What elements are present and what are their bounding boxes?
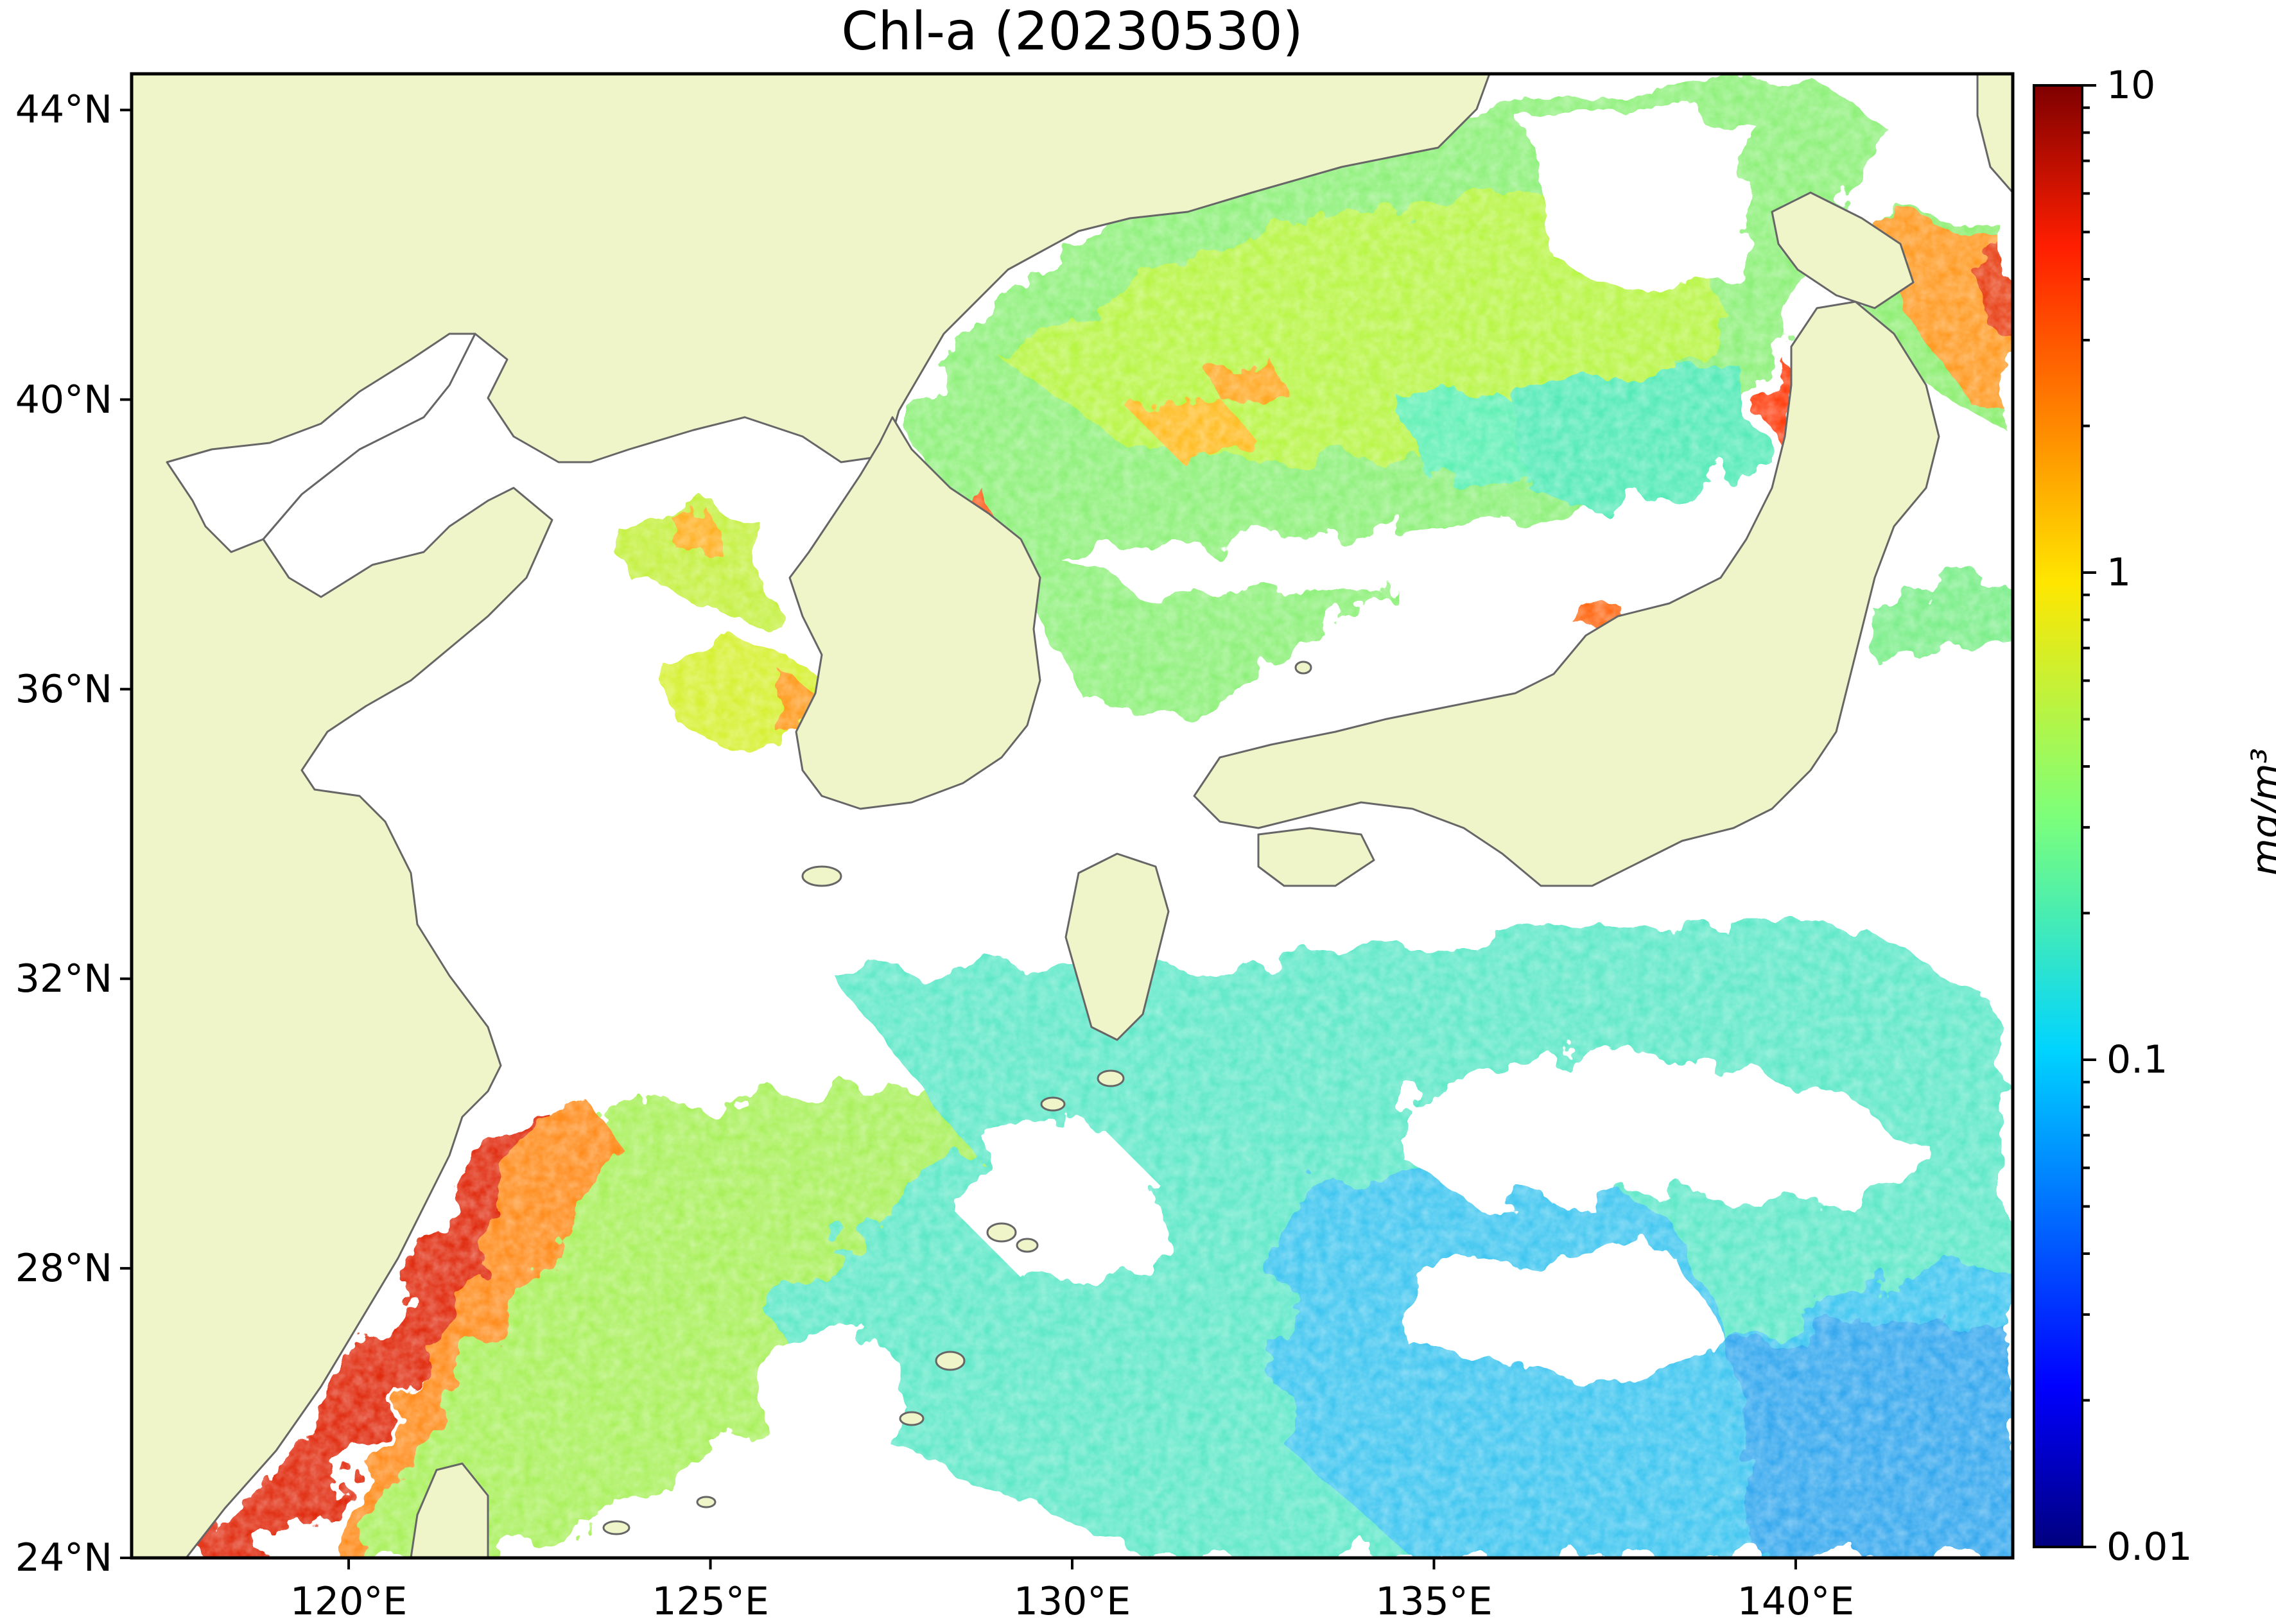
colorbar-tick-label: 0.1 [2107,1037,2168,1082]
lon-tick-label: 120°E [290,1579,408,1624]
taiwan-land [410,1462,489,1558]
colorbar-tick-label: 10 [2107,63,2156,108]
lat-tick-label: 32°N [15,956,112,1001]
sakhalin-land [1976,74,2013,194]
lat-tick-label: 36°N [15,666,112,712]
ulleung-island [1294,661,1312,675]
lat-tick-label: 40°N [15,377,112,422]
colorbar-tick-label: 0.01 [2107,1525,2193,1569]
china-land [132,74,1491,1558]
map-title: Chl-a (20230530) [841,1,1303,62]
japan-honshu-land [1193,300,1940,887]
colorbar-tick-label: 1 [2107,550,2132,595]
korea-land [788,416,1041,810]
lon-tick-label: 135°E [1375,1579,1493,1624]
japan-kyushu-land [1064,852,1170,1041]
axis-ticks [120,84,2096,1569]
colorbar-frame [2033,84,2083,1548]
colorbar-gradient [2034,85,2082,1547]
lon-tick-label: 140°E [1737,1579,1855,1624]
lat-tick-label: 24°N [15,1535,112,1580]
lat-tick-label: 28°N [15,1245,112,1291]
japan-hokkaido-land [1771,191,1915,309]
colorbar-units: mg/m³ [2243,748,2276,876]
lon-tick-label: 125°E [652,1579,769,1624]
lat-tick-label: 44°N [15,87,112,133]
japan-shikoku-land [1257,827,1375,887]
map-plot-area [132,74,2013,1558]
land [132,74,2013,1558]
jeju-island [801,865,842,887]
lon-tick-label: 130°E [1013,1579,1131,1624]
